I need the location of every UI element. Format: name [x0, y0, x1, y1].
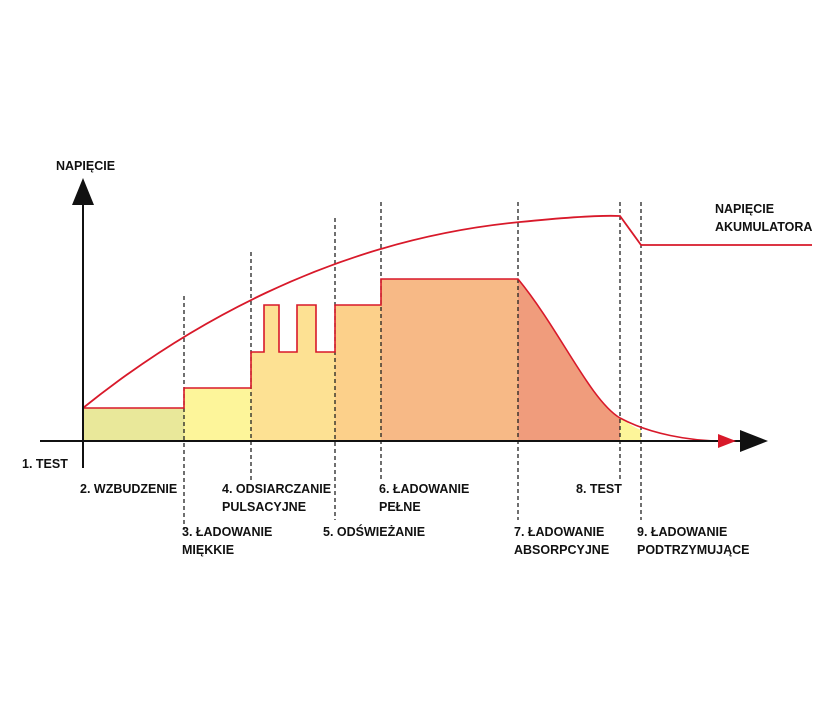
- stage-label-line: 2. WZBUDZENIE: [80, 482, 178, 496]
- stage-fills: [83, 279, 641, 441]
- stage-6-fill: [381, 279, 518, 441]
- current-end-arrow-icon: [718, 434, 736, 448]
- stage-label-ladowanie-podtrzymujace: 9. ŁADOWANIE PODTRZYMUJĄCE: [637, 523, 750, 559]
- stage-8-fill: [620, 418, 641, 441]
- stage-label-line: 1. TEST: [22, 457, 68, 471]
- stage-label-odswiezanie: 5. ODŚWIEŻANIE: [323, 523, 425, 541]
- stage-label-line: 6. ŁADOWANIE: [379, 482, 470, 496]
- stage-4-fill: [251, 305, 335, 441]
- stage-label-ladowanie-pelne: 6. ŁADOWANIE PEŁNE: [379, 480, 469, 516]
- stage-label-line: 7. ŁADOWANIE: [514, 525, 605, 539]
- charge-current-outline: [83, 278, 723, 442]
- stage-label-line: PODTRZYMUJĄCE: [637, 543, 750, 557]
- stage-label-line: PEŁNE: [379, 500, 421, 514]
- stage-5-fill: [335, 305, 381, 441]
- stage-label-ladowanie-miekkie: 3. ŁADOWANIE MIĘKKIE: [182, 523, 272, 559]
- stage-label-line: 4. ODSIARCZANIE: [222, 482, 332, 496]
- stage-label-ladowanie-absorpcyjne: 7. ŁADOWANIE ABSORPCYJNE: [514, 523, 609, 559]
- battery-voltage-label-line-2: AKUMULATORA: [715, 220, 813, 234]
- stage-label-line: 3. ŁADOWANIE: [182, 525, 273, 539]
- stage-3-fill: [184, 388, 251, 441]
- battery-voltage-label-line-1: NAPIĘCIE: [715, 202, 775, 216]
- y-axis-arrow-icon: [72, 178, 94, 205]
- stage-2-fill: [83, 408, 184, 441]
- stage-7-fill: [518, 279, 620, 441]
- stage-label-test-2: 8. TEST: [576, 480, 622, 498]
- stage-label-line: PULSACYJNE: [222, 500, 307, 514]
- x-axis-arrow-icon: [740, 430, 768, 452]
- stage-label-test: 1. TEST: [22, 455, 68, 473]
- stage-label-line: 8. TEST: [576, 482, 622, 496]
- battery-voltage-label: NAPIĘCIE AKUMULATORA: [715, 200, 812, 236]
- stage-label-wzbudzenie: 2. WZBUDZENIE: [80, 480, 177, 498]
- y-axis-label: NAPIĘCIE: [56, 159, 116, 173]
- stage-label-line: ABSORPCYJNE: [514, 543, 610, 557]
- stage-label-line: 5. ODŚWIEŻANIE: [323, 525, 426, 539]
- battery-voltage-curve: [82, 214, 812, 409]
- stage-label-odsiarczanie: 4. ODSIARCZANIE PULSACYJNE: [222, 480, 331, 516]
- stage-label-line: 9. ŁADOWANIE: [637, 525, 728, 539]
- stage-label-line: MIĘKKIE: [182, 543, 235, 557]
